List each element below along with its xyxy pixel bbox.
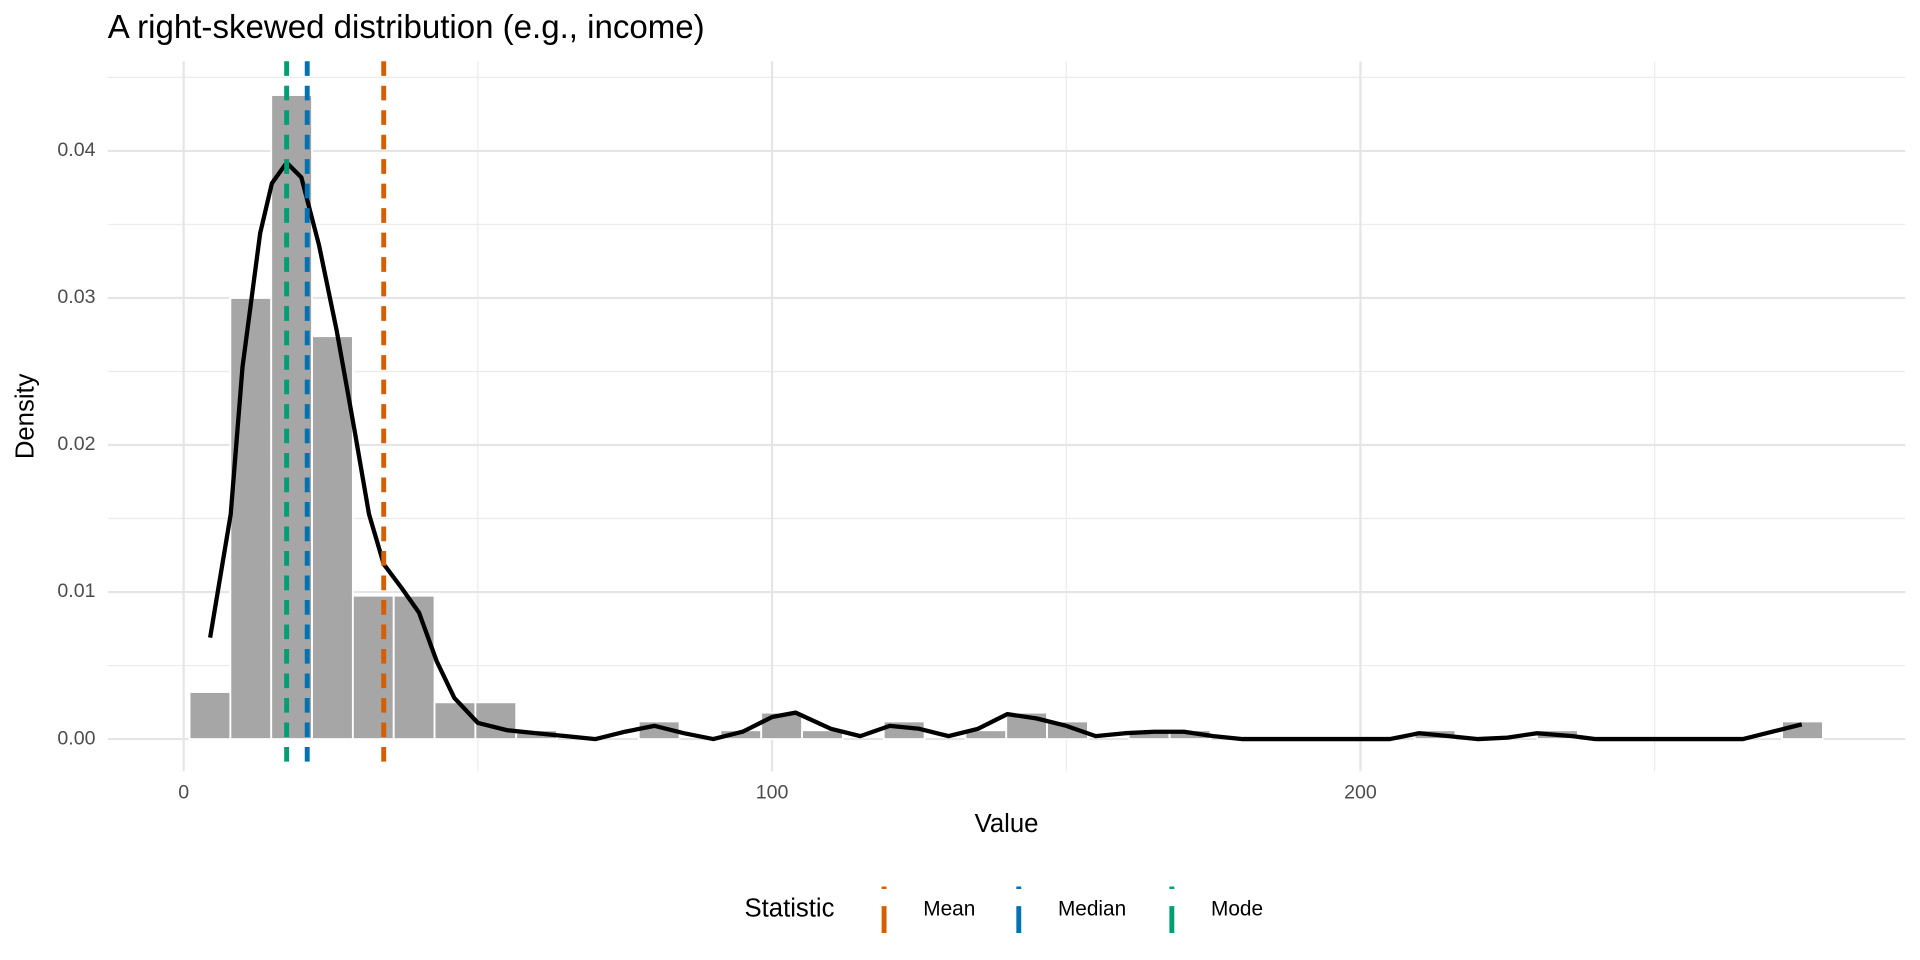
x-axis-title: Value (975, 810, 1039, 838)
x-tick-label: 0 (178, 782, 189, 804)
bar (1046, 720, 1089, 740)
legend-label: Median (1058, 897, 1126, 920)
bar (311, 335, 354, 740)
bar (474, 701, 518, 740)
bar (351, 594, 395, 740)
y-tick-label: 0.01 (57, 580, 95, 602)
legend-title: Statistic (744, 895, 834, 923)
legend-label: Mean (923, 897, 975, 920)
y-tick-label: 0.04 (57, 139, 95, 161)
y-tick-label: 0.03 (57, 286, 95, 308)
x-tick-label: 100 (756, 782, 789, 804)
bar (433, 701, 477, 740)
chart-title: A right-skewed distribution (e.g., incom… (108, 9, 705, 46)
y-axis-title: Density (12, 373, 40, 459)
x-tick-label: 200 (1344, 782, 1377, 804)
legend-label: Mode (1211, 897, 1263, 920)
y-tick-label: 0.02 (57, 433, 95, 455)
bar (801, 729, 844, 740)
bar (188, 691, 232, 740)
bar (1781, 720, 1824, 740)
y-tick-label: 0.00 (57, 727, 95, 749)
density-curve (208, 160, 1803, 742)
bar (229, 297, 273, 740)
bar (392, 594, 436, 740)
